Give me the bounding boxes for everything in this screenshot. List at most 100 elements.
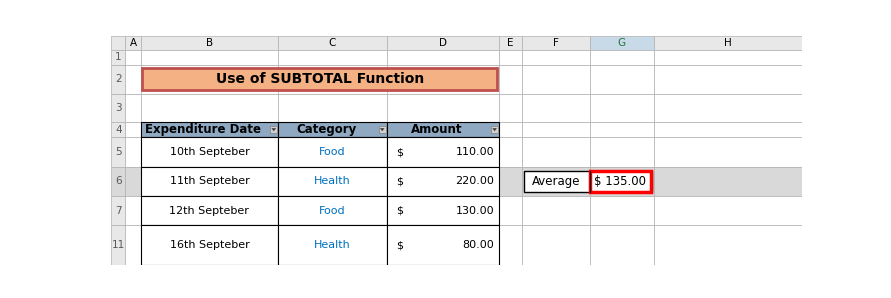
Bar bbox=[141, 36, 278, 50]
Bar bbox=[141, 196, 278, 225]
Bar bbox=[590, 170, 650, 192]
Text: 16th Septeber: 16th Septeber bbox=[169, 240, 249, 250]
Text: 3: 3 bbox=[115, 103, 122, 113]
Bar bbox=[278, 36, 387, 50]
Bar bbox=[499, 94, 522, 122]
Bar bbox=[111, 167, 126, 196]
Text: 12th Septeber: 12th Septeber bbox=[169, 206, 249, 215]
Text: 7: 7 bbox=[115, 206, 122, 215]
Text: 11th Septeber: 11th Septeber bbox=[169, 176, 249, 186]
Bar bbox=[590, 94, 654, 122]
Bar bbox=[499, 65, 522, 94]
Bar bbox=[590, 137, 654, 167]
Text: B: B bbox=[206, 38, 213, 48]
Bar bbox=[387, 196, 499, 225]
Text: Food: Food bbox=[319, 147, 346, 157]
Bar bbox=[278, 196, 387, 225]
Text: H: H bbox=[724, 38, 732, 48]
Bar bbox=[524, 170, 652, 192]
Bar bbox=[111, 196, 126, 225]
Text: $ 135.00: $ 135.00 bbox=[594, 175, 646, 188]
Text: Use of SUBTOTAL Function: Use of SUBTOTAL Function bbox=[216, 72, 424, 86]
Bar bbox=[522, 225, 590, 265]
Bar bbox=[522, 167, 590, 196]
Bar bbox=[111, 137, 126, 167]
Bar bbox=[590, 122, 654, 137]
Bar bbox=[278, 225, 387, 265]
Bar bbox=[387, 137, 499, 167]
Text: F: F bbox=[553, 38, 559, 48]
Bar bbox=[111, 94, 126, 122]
Bar bbox=[590, 196, 654, 225]
Bar bbox=[590, 225, 654, 265]
Bar bbox=[590, 65, 654, 94]
Bar bbox=[387, 36, 499, 50]
Bar bbox=[499, 137, 522, 167]
Text: Category: Category bbox=[296, 123, 356, 136]
Bar bbox=[590, 36, 654, 50]
Bar bbox=[111, 225, 126, 265]
Bar bbox=[654, 94, 802, 122]
Bar bbox=[278, 137, 387, 167]
Bar bbox=[278, 65, 387, 94]
Text: 6: 6 bbox=[115, 176, 122, 186]
Bar bbox=[522, 94, 590, 122]
Text: Health: Health bbox=[314, 176, 351, 186]
Bar bbox=[654, 65, 802, 94]
Text: 1: 1 bbox=[115, 52, 122, 62]
Text: Health: Health bbox=[314, 240, 351, 250]
Bar bbox=[522, 36, 590, 50]
Bar bbox=[141, 50, 278, 65]
Bar bbox=[141, 137, 278, 167]
Bar bbox=[499, 196, 522, 225]
Bar bbox=[270, 126, 277, 133]
Text: C: C bbox=[329, 38, 336, 48]
Bar bbox=[126, 137, 141, 167]
Bar bbox=[654, 50, 802, 65]
Bar bbox=[141, 65, 278, 94]
Bar bbox=[387, 50, 499, 65]
Bar bbox=[141, 225, 278, 265]
Bar bbox=[654, 225, 802, 265]
Bar bbox=[379, 126, 386, 133]
Bar bbox=[522, 137, 590, 167]
Bar bbox=[654, 196, 802, 225]
Bar bbox=[141, 196, 278, 225]
Text: 130.00: 130.00 bbox=[455, 206, 495, 215]
Text: 110.00: 110.00 bbox=[455, 147, 495, 157]
Text: $: $ bbox=[396, 240, 403, 250]
Bar bbox=[522, 196, 590, 225]
Bar bbox=[522, 50, 590, 65]
Bar bbox=[278, 196, 387, 225]
Bar bbox=[499, 50, 522, 65]
Bar bbox=[278, 94, 387, 122]
Bar bbox=[387, 167, 499, 196]
Bar bbox=[278, 50, 387, 65]
Bar bbox=[141, 167, 278, 196]
Text: Food: Food bbox=[319, 206, 346, 215]
Bar bbox=[654, 167, 802, 196]
Text: $: $ bbox=[396, 206, 403, 215]
Bar bbox=[590, 50, 654, 65]
Bar bbox=[387, 122, 499, 137]
Bar bbox=[278, 225, 387, 265]
Bar bbox=[387, 225, 499, 265]
Text: D: D bbox=[438, 38, 446, 48]
Bar bbox=[141, 167, 278, 196]
Bar bbox=[387, 137, 499, 167]
Bar bbox=[654, 36, 802, 50]
Text: $: $ bbox=[396, 176, 403, 186]
Text: $: $ bbox=[396, 147, 403, 157]
Polygon shape bbox=[493, 128, 497, 131]
Bar bbox=[111, 36, 126, 50]
Text: Expenditure Date: Expenditure Date bbox=[145, 123, 261, 136]
Bar bbox=[111, 50, 126, 65]
Bar bbox=[499, 36, 522, 50]
Bar bbox=[126, 65, 141, 94]
Bar bbox=[278, 167, 387, 196]
Bar bbox=[499, 167, 522, 196]
Bar bbox=[126, 225, 141, 265]
Bar bbox=[111, 122, 126, 137]
Bar bbox=[141, 225, 278, 265]
Bar bbox=[499, 122, 522, 137]
